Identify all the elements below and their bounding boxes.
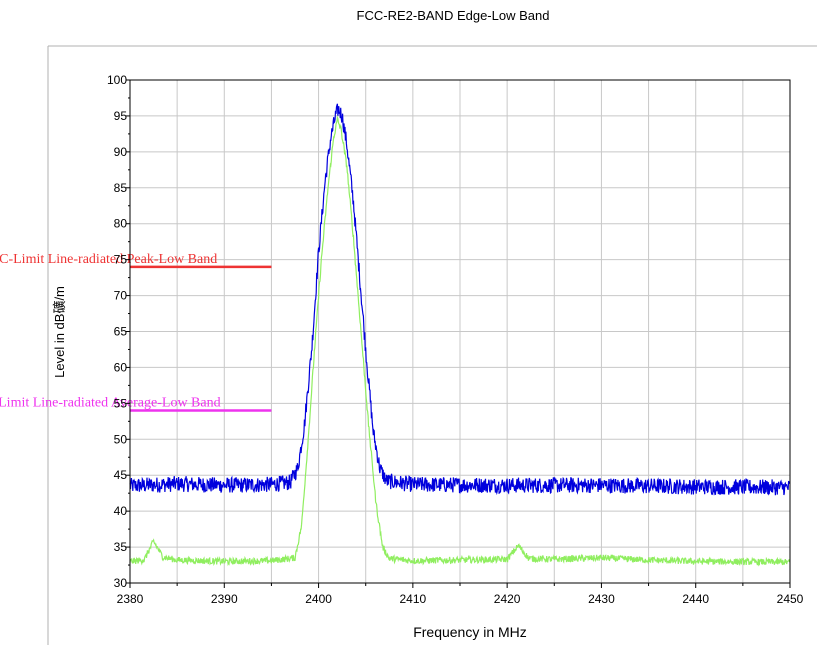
y-tick-label: 95 <box>114 109 128 123</box>
y-tick-label: 40 <box>114 504 128 518</box>
x-tick-label: 2430 <box>588 592 615 606</box>
y-tick-label: 60 <box>114 360 128 374</box>
y-tick-label: 90 <box>114 145 128 159</box>
series-line-peak <box>129 103 791 496</box>
x-tick-label: 2390 <box>211 592 238 606</box>
series-layer <box>129 103 791 567</box>
x-tick-label: 2440 <box>682 592 709 606</box>
y-tick-label: 85 <box>114 181 128 195</box>
series-line-average <box>129 115 791 567</box>
x-tick-label: 2450 <box>777 592 804 606</box>
x-tick-label: 2420 <box>494 592 521 606</box>
x-axis: 2380 2390 2400 2410 2420 2430 2440 2450 <box>117 583 804 606</box>
y-axis: 30 35 40 45 50 55 60 65 70 75 80 85 90 95 100 <box>107 73 130 590</box>
y-tick-label: 80 <box>114 217 128 231</box>
x-axis-label: Frequency in MHz <box>413 624 527 640</box>
x-tick-label: 2410 <box>400 592 427 606</box>
limit-lines: FCC-Limit Line-radiated Peak-Low Band FCC… <box>0 252 272 412</box>
plot-area: FCC-Limit Line-radiated Peak-Low Band FCC… <box>0 73 804 606</box>
y-tick-label: 35 <box>114 540 128 554</box>
x-tick-label: 2380 <box>117 592 144 606</box>
y-tick-label: 55 <box>114 396 128 410</box>
chart-title: FCC-RE2-BAND Edge-Low Band <box>357 8 550 23</box>
y-tick-label: 45 <box>114 468 128 482</box>
y-tick-label: 70 <box>114 289 128 303</box>
limit-line-label-average: FCC-Limit Line-radiated Average-Low Band <box>0 396 221 411</box>
y-tick-label: 50 <box>114 432 128 446</box>
y-tick-label: 75 <box>114 253 128 267</box>
limit-line-label-peak: FCC-Limit Line-radiated Peak-Low Band <box>0 252 217 267</box>
y-tick-label: 100 <box>107 73 127 87</box>
y-tick-label: 65 <box>114 325 128 339</box>
x-tick-label: 2400 <box>305 592 332 606</box>
y-tick-label: 30 <box>114 576 128 590</box>
y-axis-label: Level in dB礦/m <box>52 286 67 378</box>
